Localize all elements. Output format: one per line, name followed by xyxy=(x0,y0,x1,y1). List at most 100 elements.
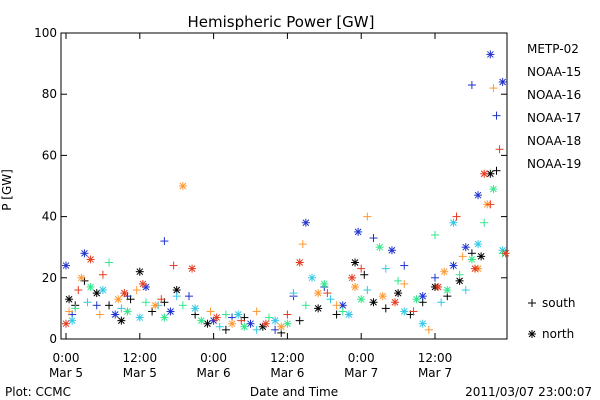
x-tick-label-date: Mar 5 xyxy=(49,366,83,380)
point-south xyxy=(458,252,467,261)
point-north xyxy=(138,279,147,288)
point-south xyxy=(381,264,390,273)
legend-entry: NOAA-17 xyxy=(527,111,581,125)
point-north xyxy=(197,316,206,325)
point-north xyxy=(68,316,77,325)
y-tick-label: 0 xyxy=(49,332,57,346)
x-tick-label-date: Mar 7 xyxy=(418,366,452,380)
x-axis-label: Date and Time xyxy=(250,385,338,399)
point-south xyxy=(301,301,310,310)
point-north xyxy=(501,249,510,258)
point-south xyxy=(206,307,215,316)
footer-credit: Plot: CCMC xyxy=(5,385,71,399)
point-north xyxy=(240,322,249,331)
point-north xyxy=(474,240,483,249)
point-north xyxy=(203,319,212,328)
point-north xyxy=(212,313,221,322)
point-north xyxy=(160,313,169,322)
legend-entry: NOAA-15 xyxy=(527,65,581,79)
point-south xyxy=(148,307,157,316)
point-south xyxy=(141,298,150,307)
point-north xyxy=(474,191,483,200)
point-south xyxy=(461,286,470,295)
point-north xyxy=(461,243,470,252)
plot-frame xyxy=(60,32,508,340)
point-south xyxy=(486,200,495,209)
x-tick-label-time: 12:00 xyxy=(123,351,158,365)
point-north xyxy=(314,289,323,298)
point-south xyxy=(185,292,193,301)
x-tick-label-time: 0:00 xyxy=(53,351,80,365)
point-north xyxy=(320,279,329,288)
marker-legend-label: south xyxy=(542,296,576,310)
point-south xyxy=(264,313,273,322)
point-north xyxy=(234,310,243,319)
legend-entry: NOAA-18 xyxy=(527,134,581,148)
point-north xyxy=(283,319,292,328)
point-south xyxy=(338,307,347,316)
y-tick-label: 40 xyxy=(42,210,57,224)
x-tick-label-time: 0:00 xyxy=(200,351,227,365)
point-south xyxy=(295,316,304,325)
x-tick-label-date: Mar 6 xyxy=(270,366,304,380)
footer-timestamp: 2011/03/07 23:00:07 xyxy=(465,385,592,399)
point-north xyxy=(86,282,95,291)
point-north xyxy=(394,289,403,298)
point-north xyxy=(92,289,101,298)
x-tick-label-time: 0:00 xyxy=(348,351,375,365)
point-north xyxy=(486,50,495,59)
point-north xyxy=(62,261,70,270)
point-south xyxy=(400,279,409,288)
point-south xyxy=(431,230,439,239)
point-south xyxy=(424,325,433,334)
point-north xyxy=(261,319,270,328)
point-north xyxy=(498,77,507,86)
point-south xyxy=(480,218,489,227)
point-north xyxy=(467,255,476,264)
point-north xyxy=(77,273,86,282)
point-north xyxy=(434,282,443,291)
y-tick-label: 20 xyxy=(42,271,57,285)
point-north xyxy=(228,319,237,328)
point-north xyxy=(151,301,160,310)
y-tick-label: 100 xyxy=(34,26,57,40)
legend-entry: METP-02 xyxy=(527,42,579,56)
y-tick-label: 80 xyxy=(42,87,57,101)
point-north xyxy=(191,304,200,313)
point-south xyxy=(221,310,230,319)
point-north xyxy=(449,261,458,270)
point-south xyxy=(489,84,498,93)
point-north xyxy=(351,282,360,291)
marker-legend-label: north xyxy=(542,327,574,341)
plus-marker-icon xyxy=(528,299,536,307)
point-south xyxy=(431,273,439,282)
x-tick-label-date: Mar 7 xyxy=(344,366,378,380)
point-north xyxy=(489,185,498,194)
point-north xyxy=(135,313,144,322)
data-points xyxy=(62,50,510,337)
point-south xyxy=(169,261,178,270)
point-south xyxy=(357,264,366,273)
point-south xyxy=(289,289,298,298)
point-north xyxy=(111,310,120,319)
point-north xyxy=(378,292,387,301)
point-north xyxy=(470,264,479,273)
point-north xyxy=(344,310,353,319)
point-north xyxy=(480,169,489,178)
point-north xyxy=(412,295,421,304)
point-south xyxy=(65,307,74,316)
point-south xyxy=(363,212,372,221)
point-north xyxy=(440,267,449,276)
point-north xyxy=(369,298,378,307)
point-south xyxy=(157,295,166,304)
point-north xyxy=(117,316,126,325)
x-tick-label-time: 12:00 xyxy=(270,351,305,365)
point-north xyxy=(375,243,384,252)
point-north xyxy=(418,319,427,328)
point-north xyxy=(387,246,396,255)
legend: METP-02 NOAA-15 NOAA-16 NOAA-17 NOAA-18 NOAA-… xyxy=(527,42,581,341)
point-south xyxy=(71,304,80,313)
point-south xyxy=(394,276,403,285)
